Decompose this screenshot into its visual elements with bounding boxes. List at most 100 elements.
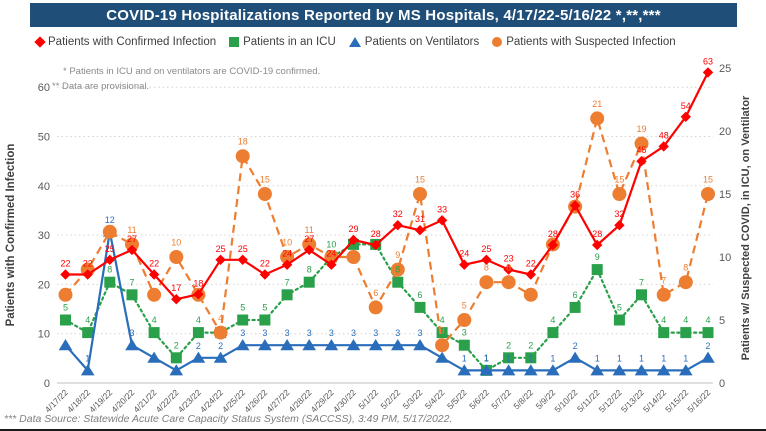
x-axis-label: 5/15/22 xyxy=(663,387,690,414)
data-point-marker xyxy=(148,327,160,339)
data-point-label: 1 xyxy=(595,353,600,363)
triangle-icon xyxy=(348,37,361,47)
data-point-label: 8 xyxy=(683,263,688,273)
data-point-marker xyxy=(592,239,603,251)
left-axis-tick: 40 xyxy=(38,181,50,193)
data-point-marker xyxy=(126,289,138,301)
data-point-marker xyxy=(658,327,670,339)
data-point-marker xyxy=(436,327,448,339)
data-point-marker xyxy=(568,351,582,363)
legend-item-suspected: Patients with Suspected Infection xyxy=(492,36,676,48)
data-point-marker xyxy=(169,250,184,264)
legend-item-confirmed: Patients with Confirmed Infection xyxy=(34,36,216,48)
data-point-marker xyxy=(613,314,625,326)
data-point-label: 1 xyxy=(484,353,489,363)
data-point-label: 45 xyxy=(636,145,646,155)
data-point-marker xyxy=(569,301,581,313)
data-point-marker xyxy=(634,136,649,151)
right-axis-tick: 0 xyxy=(719,378,725,390)
data-point-label: 4 xyxy=(196,315,201,325)
data-point-label: 2 xyxy=(196,341,201,351)
data-point-marker xyxy=(459,259,470,270)
data-point-label: 25 xyxy=(481,244,491,254)
data-point-label: 24 xyxy=(282,249,292,259)
left-axis-tick: 50 xyxy=(38,132,50,144)
series-icu-line xyxy=(64,243,710,372)
data-point-marker xyxy=(414,301,426,313)
data-point-marker xyxy=(392,276,404,288)
data-point-label: 2 xyxy=(506,340,511,350)
data-point-marker xyxy=(324,339,339,351)
data-point-label: 3 xyxy=(440,326,445,336)
data-point-label: 9 xyxy=(595,252,600,262)
data-point-label: 6 xyxy=(417,290,422,300)
data-point-marker xyxy=(390,262,405,277)
x-axis-label: 5/11/22 xyxy=(575,387,602,414)
data-point-label: 4 xyxy=(218,313,223,323)
right-axis-tick: 25 xyxy=(719,63,731,75)
data-point-marker xyxy=(104,254,115,265)
bottom-border xyxy=(0,429,766,431)
data-point-marker xyxy=(501,275,516,290)
right-axis-tick: 5 xyxy=(719,315,725,327)
data-point-marker xyxy=(304,244,315,256)
left-axis-title: Patients with Confirmed Infection xyxy=(5,144,17,327)
x-axis-label: 4/21/22 xyxy=(131,387,158,414)
data-point-marker xyxy=(547,327,559,339)
data-point-label: 4 xyxy=(85,315,90,325)
data-point-label: 31 xyxy=(415,214,425,224)
data-point-marker xyxy=(125,339,139,351)
x-axis-label: 4/24/22 xyxy=(198,387,225,414)
x-axis-label: 5/2/22 xyxy=(378,387,402,411)
data-point-label: 4 xyxy=(550,315,555,325)
chart-title-bar: COVID-19 Hospitalizations Reported by MS… xyxy=(30,3,737,27)
data-point-marker xyxy=(634,364,649,376)
data-point-marker xyxy=(237,314,249,326)
data-point-label: 24 xyxy=(326,249,336,259)
data-point-label: 54 xyxy=(681,101,691,111)
data-point-label: 15 xyxy=(703,175,713,185)
data-point-marker xyxy=(58,339,73,351)
data-point-label: 12 xyxy=(105,215,115,225)
data-point-marker xyxy=(237,254,248,265)
data-point-marker xyxy=(171,294,182,305)
x-axis-label: 5/6/22 xyxy=(467,387,491,411)
x-axis-label: 4/28/22 xyxy=(286,387,313,414)
data-point-label: 48 xyxy=(659,130,669,140)
data-point-marker xyxy=(701,187,715,201)
data-point-marker xyxy=(457,313,472,327)
legend-label: Patients with Suspected Infection xyxy=(506,36,676,48)
data-point-marker xyxy=(102,224,117,239)
data-point-label: 3 xyxy=(129,328,134,338)
data-point-marker xyxy=(60,314,71,326)
data-point-marker xyxy=(436,215,448,226)
diamond-icon xyxy=(34,36,46,48)
data-point-marker xyxy=(58,287,73,302)
legend-item-icu: Patients in an ICU xyxy=(229,36,336,48)
data-point-marker xyxy=(348,234,359,246)
data-point-marker xyxy=(82,269,93,280)
data-point-label: 4 xyxy=(440,315,445,325)
data-point-marker xyxy=(503,352,515,364)
data-point-marker xyxy=(280,339,294,351)
data-point-marker xyxy=(235,339,250,351)
x-axis-label: 4/30/22 xyxy=(331,387,358,414)
data-point-label: 25 xyxy=(216,244,226,254)
data-point-marker xyxy=(346,250,361,264)
data-point-label: 29 xyxy=(348,224,358,234)
left-axis-tick: 0 xyxy=(44,378,50,390)
left-axis-tick: 30 xyxy=(38,230,50,242)
data-source-note: *** Data Source: Statewide Acute Care Ca… xyxy=(4,413,453,425)
data-point-marker xyxy=(368,300,383,315)
data-point-marker xyxy=(257,187,272,201)
data-point-label: 4 xyxy=(683,315,688,325)
data-point-marker xyxy=(392,220,403,231)
data-point-label: 19 xyxy=(636,124,646,134)
x-axis-label: 4/20/22 xyxy=(109,387,136,414)
data-point-label: 3 xyxy=(307,328,312,338)
x-axis-label: 5/1/22 xyxy=(356,387,380,411)
data-point-marker xyxy=(678,275,693,290)
data-point-label: 1 xyxy=(528,353,533,363)
data-point-label: 1 xyxy=(617,353,622,363)
data-point-label: 3 xyxy=(351,328,356,338)
